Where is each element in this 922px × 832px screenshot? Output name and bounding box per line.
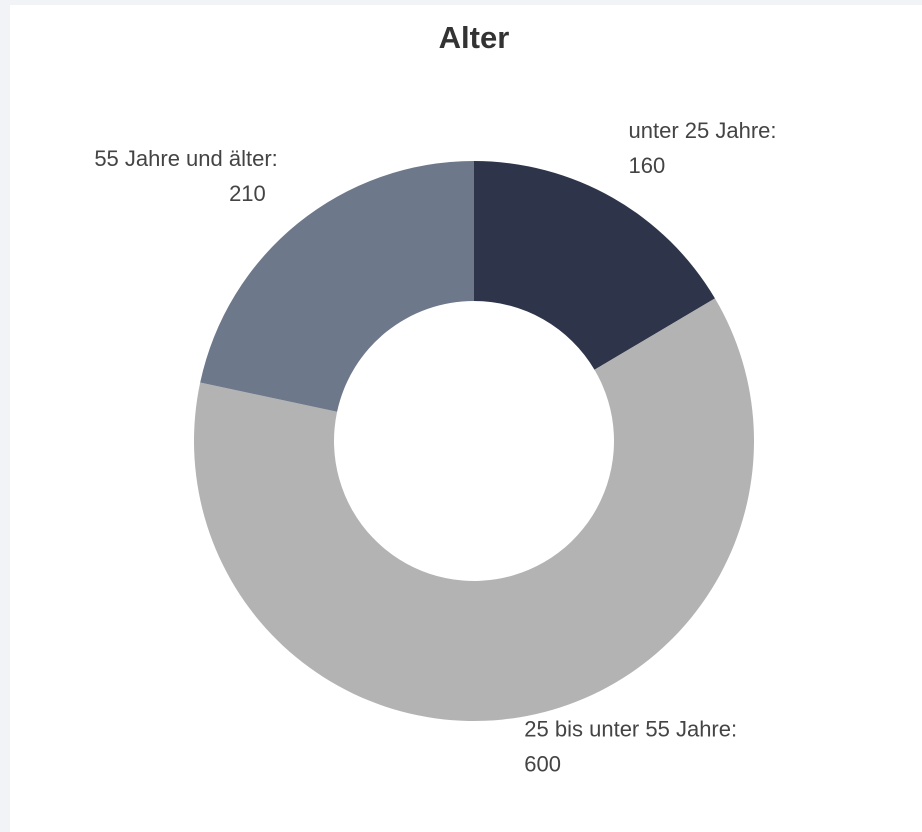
donut-slice	[200, 161, 474, 412]
slice-value: 210	[229, 181, 266, 206]
slice-value: 600	[524, 752, 561, 777]
slice-label: 55 Jahre und älter:	[94, 146, 277, 171]
slice-label: 25 bis unter 55 Jahre:	[524, 717, 737, 742]
donut-slice	[474, 161, 715, 370]
slice-value: 160	[629, 153, 666, 178]
donut-slice	[194, 298, 754, 721]
chart-title: Alter	[439, 20, 510, 55]
slice-label: unter 25 Jahre:	[629, 118, 777, 143]
